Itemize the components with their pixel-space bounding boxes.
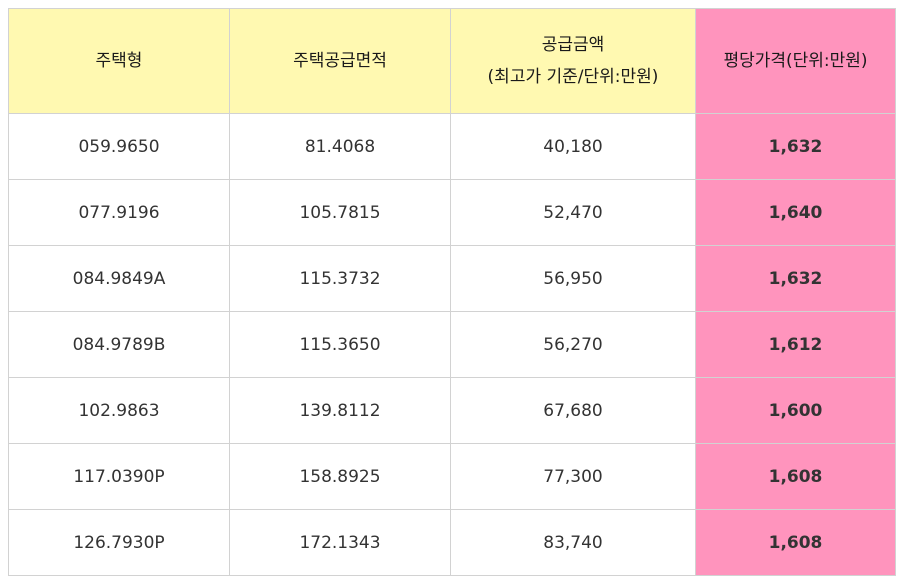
header-price-per-pyeong-label: 평당가격(단위:만원) bbox=[723, 50, 868, 71]
header-supply-amount-label: 공급금액 bbox=[541, 34, 605, 55]
cell-housing-type: 117.0390P bbox=[8, 443, 230, 510]
cell-supply-amount: 83,740 bbox=[450, 509, 696, 576]
price-table-container: 주택형 주택공급면적 공급금액 (최고가 기준/단위:만원) 평당가격(단위:만… bbox=[8, 8, 896, 576]
table-row: 077.9196 105.7815 52,470 1,640 bbox=[8, 179, 896, 246]
cell-supply-amount: 56,270 bbox=[450, 311, 696, 378]
cell-housing-type: 102.9863 bbox=[8, 377, 230, 444]
cell-supply-amount: 52,470 bbox=[450, 179, 696, 246]
cell-price-per-pyeong: 1,608 bbox=[695, 443, 896, 510]
header-housing-type-label: 주택형 bbox=[95, 50, 143, 71]
table-row: 117.0390P 158.8925 77,300 1,608 bbox=[8, 443, 896, 510]
cell-price-per-pyeong: 1,608 bbox=[695, 509, 896, 576]
cell-housing-type: 059.9650 bbox=[8, 113, 230, 180]
cell-price-per-pyeong: 1,632 bbox=[695, 245, 896, 312]
cell-price-per-pyeong: 1,640 bbox=[695, 179, 896, 246]
price-table: 주택형 주택공급면적 공급금액 (최고가 기준/단위:만원) 평당가격(단위:만… bbox=[8, 8, 896, 576]
table-row: 102.9863 139.8112 67,680 1,600 bbox=[8, 377, 896, 444]
cell-housing-type: 084.9789B bbox=[8, 311, 230, 378]
cell-supply-amount: 40,180 bbox=[450, 113, 696, 180]
table-header: 주택형 주택공급면적 공급금액 (최고가 기준/단위:만원) 평당가격(단위:만… bbox=[8, 8, 896, 114]
cell-supply-area: 115.3732 bbox=[229, 245, 451, 312]
cell-supply-area: 81.4068 bbox=[229, 113, 451, 180]
table-row: 084.9849A 115.3732 56,950 1,632 bbox=[8, 245, 896, 312]
cell-price-per-pyeong: 1,612 bbox=[695, 311, 896, 378]
cell-housing-type: 084.9849A bbox=[8, 245, 230, 312]
cell-housing-type: 126.7930P bbox=[8, 509, 230, 576]
header-price-per-pyeong: 평당가격(단위:만원) bbox=[695, 8, 896, 114]
header-supply-amount-unit: (최고가 기준/단위:만원) bbox=[487, 67, 659, 87]
cell-housing-type: 077.9196 bbox=[8, 179, 230, 246]
table-row: 126.7930P 172.1343 83,740 1,608 bbox=[8, 509, 896, 576]
cell-supply-amount: 56,950 bbox=[450, 245, 696, 312]
cell-price-per-pyeong: 1,600 bbox=[695, 377, 896, 444]
table-body: 059.9650 81.4068 40,180 1,632 077.9196 1… bbox=[8, 113, 896, 576]
cell-supply-area: 105.7815 bbox=[229, 179, 451, 246]
header-supply-amount: 공급금액 (최고가 기준/단위:만원) bbox=[450, 8, 696, 114]
table-row: 059.9650 81.4068 40,180 1,632 bbox=[8, 113, 896, 180]
header-supply-area-label: 주택공급면적 bbox=[293, 50, 387, 71]
header-row: 주택형 주택공급면적 공급금액 (최고가 기준/단위:만원) 평당가격(단위:만… bbox=[8, 8, 896, 114]
cell-supply-area: 172.1343 bbox=[229, 509, 451, 576]
cell-supply-area: 158.8925 bbox=[229, 443, 451, 510]
cell-supply-area: 139.8112 bbox=[229, 377, 451, 444]
cell-supply-amount: 77,300 bbox=[450, 443, 696, 510]
cell-price-per-pyeong: 1,632 bbox=[695, 113, 896, 180]
table-row: 084.9789B 115.3650 56,270 1,612 bbox=[8, 311, 896, 378]
cell-supply-amount: 67,680 bbox=[450, 377, 696, 444]
header-supply-area: 주택공급면적 bbox=[229, 8, 451, 114]
header-housing-type: 주택형 bbox=[8, 8, 230, 114]
cell-supply-area: 115.3650 bbox=[229, 311, 451, 378]
